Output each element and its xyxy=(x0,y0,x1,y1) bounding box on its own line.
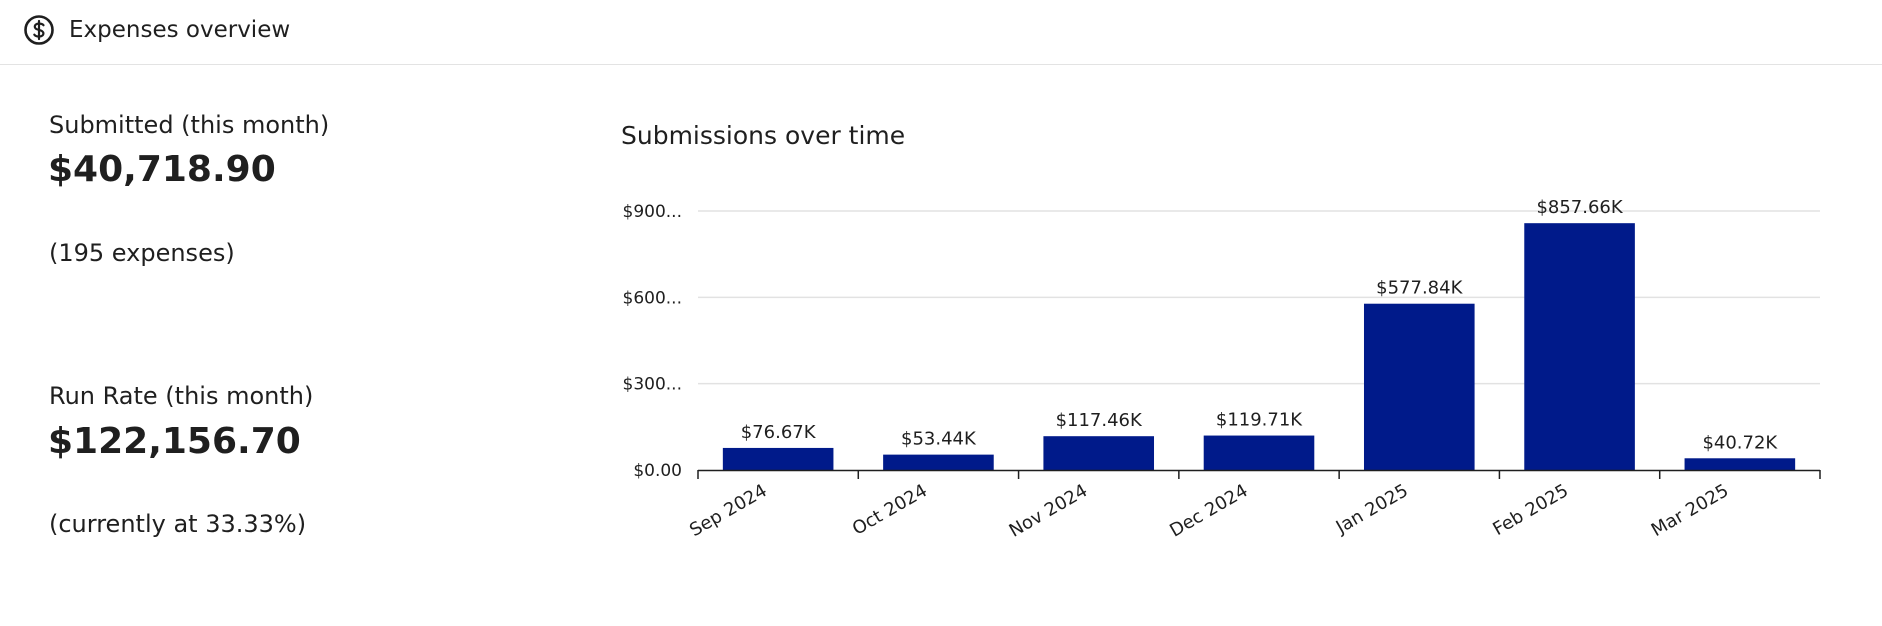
bar xyxy=(883,454,994,470)
bar-value-label: $117.46K xyxy=(1056,410,1143,431)
x-tick-label: Sep 2024 xyxy=(686,480,771,541)
bar xyxy=(1043,436,1155,470)
x-tick-label: Dec 2024 xyxy=(1166,480,1251,541)
header: Expenses overview xyxy=(0,0,1882,65)
bar xyxy=(722,447,834,470)
y-tick-label: $600... xyxy=(623,288,682,308)
bar-value-label: $76.67K xyxy=(741,422,817,443)
bar-chart: $0.00 $300... $600... $900... $76.67K $53.44K… xyxy=(623,197,1821,542)
y-tick-label: $300... xyxy=(623,375,682,395)
bar xyxy=(1363,303,1475,470)
submitted-count: (195 expenses) xyxy=(49,239,235,267)
run-rate-value: $122,156.70 xyxy=(48,421,301,462)
submitted-value: $40,718.90 xyxy=(48,149,276,190)
x-tick-label: Jan 2025 xyxy=(1332,480,1412,538)
chart-title: Submissions over time xyxy=(621,121,906,150)
x-tick-label: Mar 2025 xyxy=(1648,480,1733,541)
bar xyxy=(1203,435,1315,470)
dollar-circle-icon xyxy=(24,15,54,45)
x-tick-label: Nov 2024 xyxy=(1006,480,1092,542)
bar xyxy=(1684,458,1796,470)
y-tick-label: $900... xyxy=(623,202,682,222)
bar-value-label: $53.44K xyxy=(901,429,977,450)
run-rate-note: (currently at 33.33%) xyxy=(49,510,307,538)
x-tick-label: Oct 2024 xyxy=(849,480,931,540)
submitted-label: Submitted (this month) xyxy=(49,111,330,139)
bar-value-label: $40.72K xyxy=(1702,432,1778,453)
bar-value-label: $857.66K xyxy=(1536,197,1623,218)
bar xyxy=(1524,223,1635,470)
bar-value-label: $577.84K xyxy=(1376,278,1463,299)
page-title: Expenses overview xyxy=(69,17,291,43)
run-rate-label: Run Rate (this month) xyxy=(49,382,314,410)
bar-value-label: $119.71K xyxy=(1216,410,1303,431)
x-tick-label: Feb 2025 xyxy=(1489,480,1572,540)
y-tick-label: $0.00 xyxy=(633,461,682,481)
